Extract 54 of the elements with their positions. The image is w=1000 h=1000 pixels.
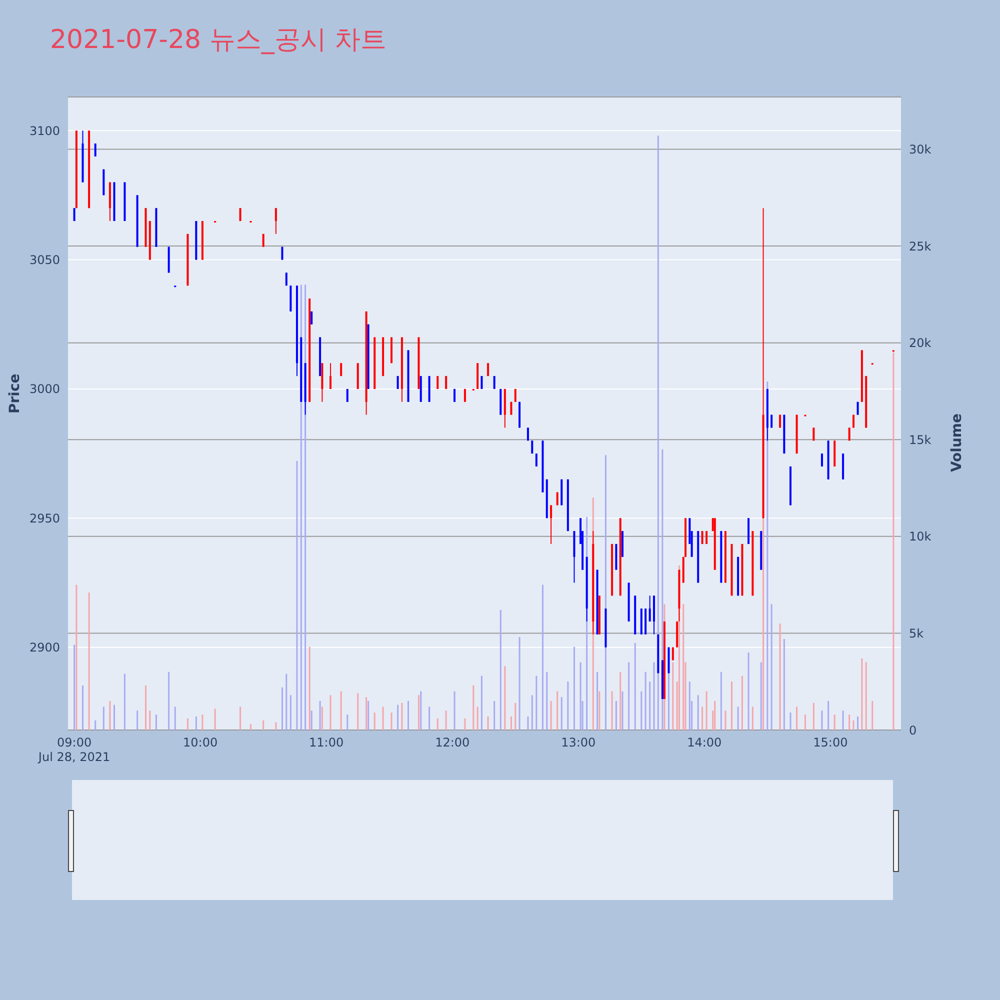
candlestick bbox=[445, 376, 448, 390]
x-tick-label: 12:00 bbox=[435, 736, 470, 750]
candlestick bbox=[281, 246, 284, 260]
x-tick-label: 14:00 bbox=[687, 736, 722, 750]
x-tick-label: 13:00 bbox=[561, 736, 596, 750]
candlestick bbox=[480, 376, 483, 390]
x-tick-label: 10:00 bbox=[183, 736, 218, 750]
candlestick bbox=[340, 362, 342, 377]
y2-tick-label: 25k bbox=[909, 239, 932, 254]
candlestick bbox=[239, 208, 242, 222]
candlestick bbox=[262, 233, 264, 248]
candlestick bbox=[487, 362, 490, 377]
candlestick bbox=[550, 504, 552, 544]
y2-tick-label: 0 bbox=[909, 723, 917, 738]
y-tick-label: 3100 bbox=[29, 124, 60, 138]
candlestick bbox=[310, 310, 313, 325]
y2-tick-label: 5k bbox=[909, 626, 924, 640]
candlestick bbox=[531, 440, 534, 454]
candlestick bbox=[820, 453, 823, 467]
y-axis-title: Price bbox=[6, 374, 23, 414]
candlestick bbox=[285, 272, 288, 286]
x-tick-label: 15:00 bbox=[813, 736, 848, 750]
candlestick bbox=[436, 376, 439, 390]
candlestick bbox=[535, 453, 538, 467]
candlestick bbox=[396, 376, 399, 390]
candlestick bbox=[330, 362, 332, 390]
candlestick bbox=[856, 401, 859, 416]
y2-tick-label: 10k bbox=[909, 530, 932, 544]
candlestick bbox=[812, 427, 815, 442]
candlestick bbox=[94, 143, 96, 157]
y2-tick-label: 20k bbox=[909, 336, 932, 350]
y2-axis-title: Volume bbox=[948, 414, 965, 472]
y2-tick-label: 30k bbox=[909, 142, 932, 157]
x-tick-label: 11:00 bbox=[309, 736, 344, 750]
candlestick bbox=[274, 208, 277, 234]
candlestick bbox=[648, 595, 651, 622]
candlestick bbox=[73, 208, 76, 222]
candlestick bbox=[514, 388, 516, 402]
candlestick bbox=[526, 427, 529, 442]
y2-tick-label: 15k bbox=[909, 432, 932, 447]
y-tick-label: 3050 bbox=[29, 253, 60, 268]
candlestick bbox=[706, 530, 708, 544]
candlestick bbox=[346, 388, 348, 402]
text: Jul 28, 2021 bbox=[36, 750, 112, 764]
y-tick-label: 2950 bbox=[29, 511, 60, 526]
y-tick-label: 3000 bbox=[29, 382, 60, 396]
candlestick bbox=[510, 401, 512, 416]
y-tick-label: 2900 bbox=[29, 640, 60, 655]
candlestick bbox=[701, 530, 704, 544]
candlestick bbox=[493, 376, 496, 390]
candlestick bbox=[464, 388, 466, 402]
chart-title: 2021-07-28 뉴스_공시 차트 bbox=[50, 24, 387, 57]
x-tick-label: 09:00 bbox=[57, 736, 92, 750]
candlestick bbox=[848, 427, 850, 442]
